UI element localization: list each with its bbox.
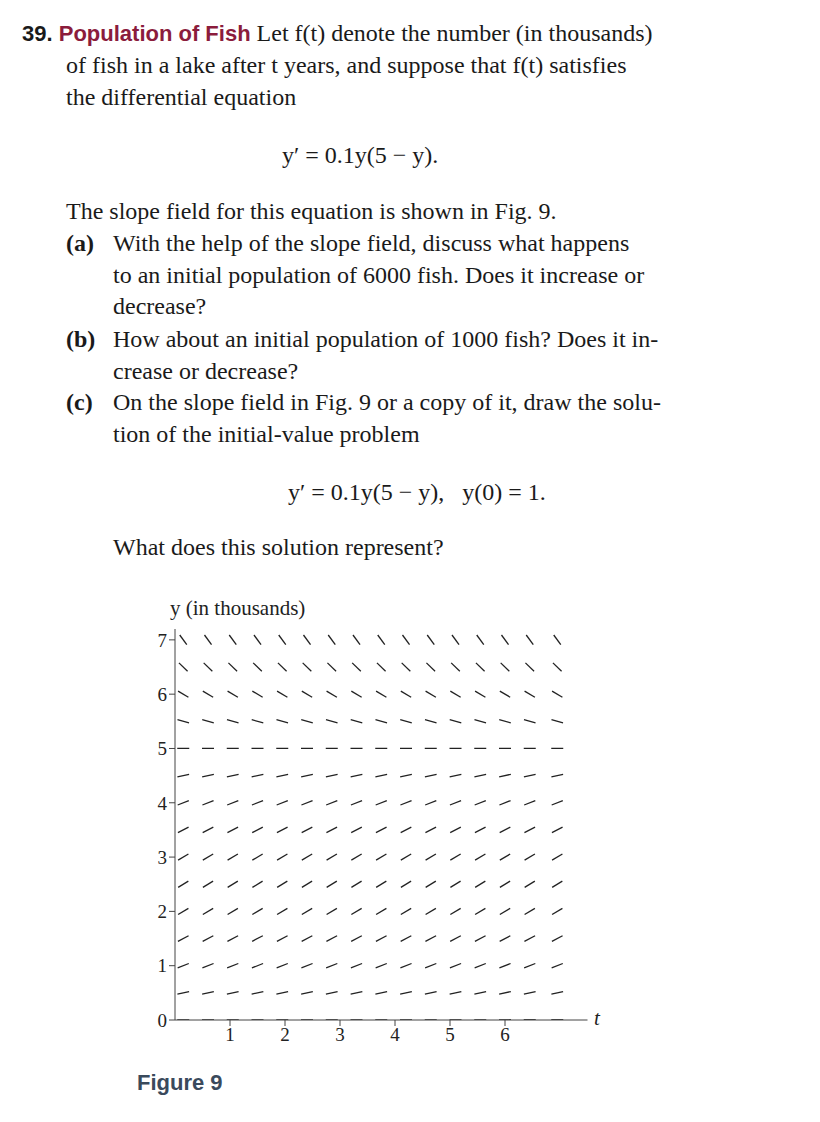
html-text:y′ = 0.1y(5 − y).: y′ = 0.1y(5 − y). [282, 142, 439, 168]
html-text:On the slope field in Fig. 9 o: On the slope field in Fig. 9 or a copy o… [113, 389, 661, 415]
svg-text:1: 1 [158, 955, 168, 976]
html-text:39. Population of Fish Let f(t: 39. Population of Fish Let f(t) denote t… [22, 20, 653, 46]
html-text:The slope field for this equat: The slope field for this equation is sho… [66, 198, 557, 224]
svg-text:1: 1 [225, 1024, 235, 1045]
html-text:crease or decrease?: crease or decrease? [113, 357, 299, 384]
html-text:t: t [594, 1006, 600, 1030]
svg-text:2: 2 [280, 1024, 290, 1045]
html-text:(b): (b) [66, 326, 96, 352]
html-text:decrease?: decrease? [113, 293, 207, 319]
html-text:What does this solution repres: What does this solution represent? [113, 534, 444, 560]
html-text:(c): (c) [66, 389, 93, 415]
svg-text:2: 2 [158, 901, 168, 922]
html-text:y (in thousands): y (in thousands) [170, 596, 306, 620]
svg-text:7: 7 [158, 630, 168, 651]
html-text:the differential equation: the differential equation [66, 84, 297, 110]
html-text:Figure 9: Figure 9 [137, 1070, 223, 1095]
html-text:y′ = 0.1y(5 − y), y(0) = 1.: y′ = 0.1y(5 − y), y(0) = 1. [288, 479, 546, 505]
svg-text:0: 0 [158, 1010, 168, 1031]
svg-text:5: 5 [158, 738, 168, 759]
svg-text:3: 3 [158, 847, 168, 868]
html-text:to an initial population of 60: to an initial population of 6000 fish. D… [113, 261, 645, 288]
html-text:of fish in a lake after t year: of fish in a lake after t years, and sup… [66, 52, 627, 78]
svg-text:5: 5 [445, 1024, 455, 1045]
svg-text:4: 4 [390, 1024, 400, 1045]
html-text:(a): (a) [66, 230, 94, 256]
svg-text:3: 3 [335, 1024, 345, 1045]
html-text:With the help of the slope fie: With the help of the slope field, discus… [113, 230, 630, 256]
svg-text:4: 4 [158, 793, 168, 814]
html-text:tion of the initial-value prob: tion of the initial-value problem [113, 420, 420, 447]
html-text:How about an initial populatio: How about an initial population of 1000 … [113, 326, 659, 352]
svg-text:6: 6 [500, 1024, 510, 1045]
svg-text:6: 6 [158, 684, 168, 705]
